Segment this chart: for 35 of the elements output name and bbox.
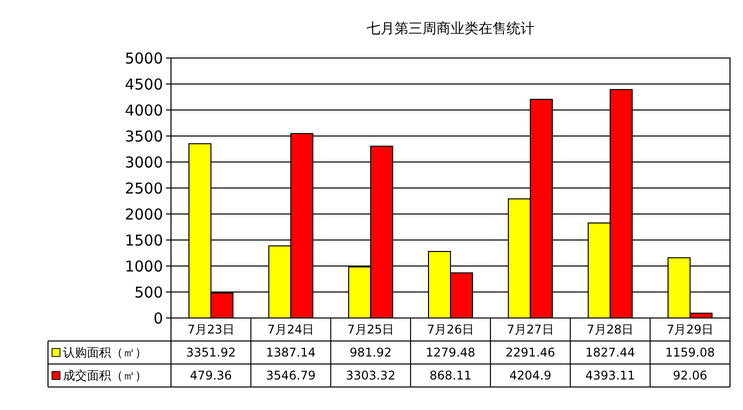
data-label: 981.92 xyxy=(350,346,392,360)
legend-label: 成交面积（㎡） xyxy=(63,368,147,383)
x-tick-label: 7月23日 xyxy=(187,322,234,337)
y-tick-label: 500 xyxy=(134,283,163,302)
y-tick-label: 3000 xyxy=(124,153,163,172)
data-label: 1827.44 xyxy=(585,346,636,360)
data-label: 92.06 xyxy=(672,368,708,383)
data-label: 479.36 xyxy=(190,368,232,383)
y-tick-label: 2500 xyxy=(124,179,163,198)
y-tick-label: 5000 xyxy=(124,49,163,68)
x-tick-label: 7月27日 xyxy=(506,322,554,337)
legend-label: 认购面积（㎡） xyxy=(63,346,147,360)
data-label: 1159.08 xyxy=(665,346,715,360)
x-tick-label: 7月24日 xyxy=(267,322,314,337)
data-label: 4393.11 xyxy=(585,368,636,383)
y-tick-label: 1000 xyxy=(124,257,163,276)
y-tick-label: 1500 xyxy=(124,231,163,250)
data-label: 3351.92 xyxy=(186,346,236,360)
data-label: 1387.14 xyxy=(266,346,316,360)
y-tick-label: 3500 xyxy=(124,127,163,146)
data-label: 3546.79 xyxy=(266,368,316,383)
chart-title: 七月第三周商业类在售统计 xyxy=(366,21,534,37)
y-tick-label: 4500 xyxy=(124,75,163,94)
x-tick-label: 7月29日 xyxy=(666,322,714,337)
data-label: 868.11 xyxy=(430,368,472,383)
y-tick-label: 2000 xyxy=(124,205,163,224)
y-tick-label: 0 xyxy=(153,309,163,328)
data-label: 3303.32 xyxy=(346,368,396,383)
data-label: 1279.48 xyxy=(426,346,476,360)
data-label: 2291.46 xyxy=(506,346,556,360)
x-tick-label: 7月26日 xyxy=(427,322,474,337)
x-tick-label: 7月28日 xyxy=(586,322,634,337)
x-tick-label: 7月25日 xyxy=(347,322,394,337)
data-label: 4204.9 xyxy=(509,368,552,383)
y-tick-label: 4000 xyxy=(124,101,163,120)
